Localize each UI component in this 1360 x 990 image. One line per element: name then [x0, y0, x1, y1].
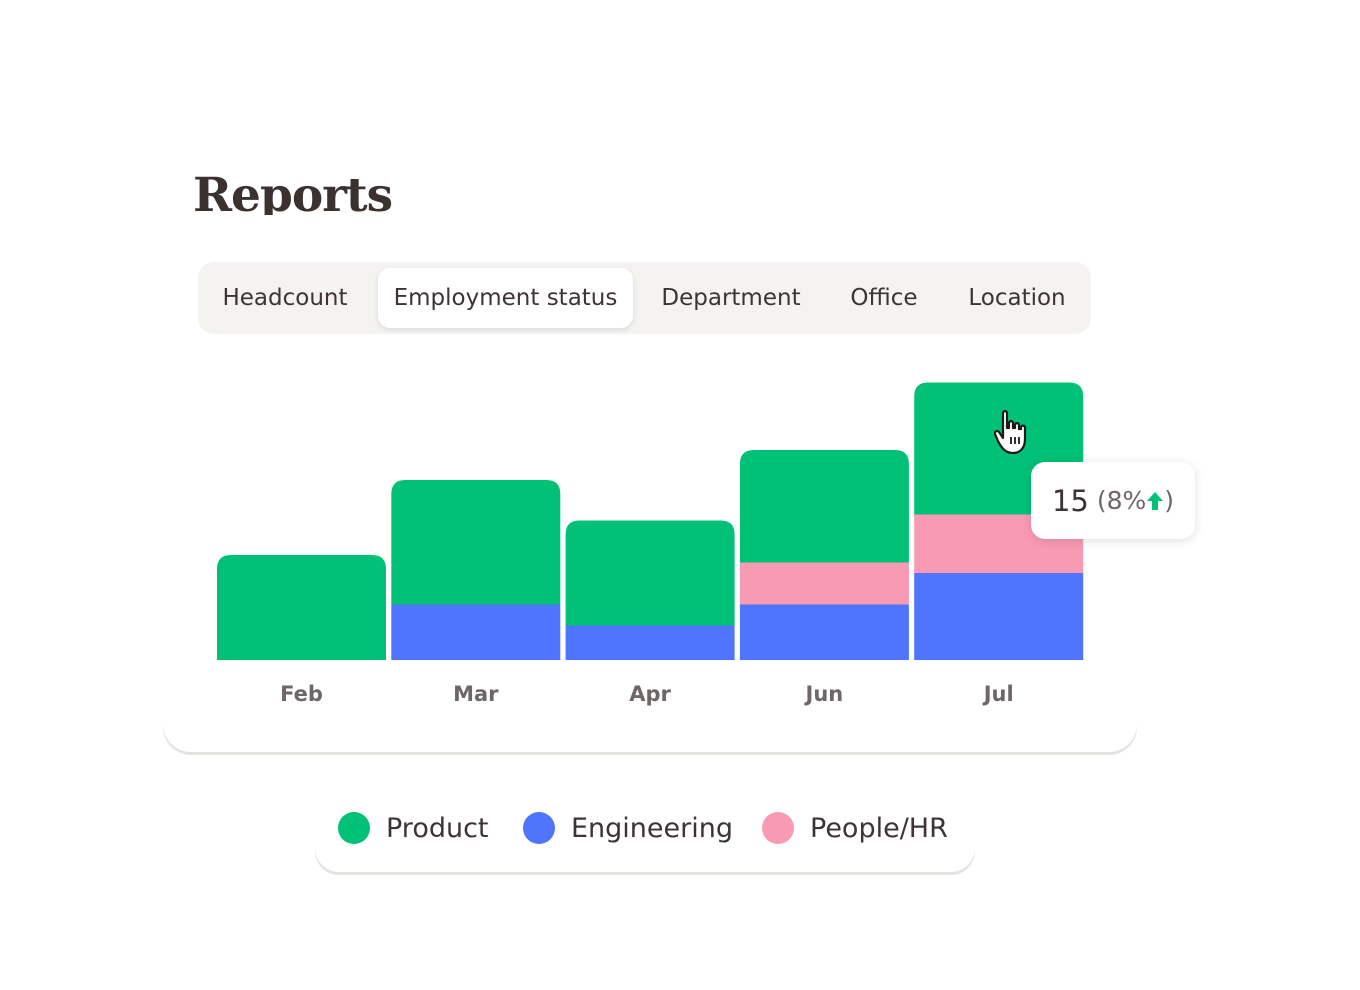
bar-segment-people-hr-jun[interactable]	[739, 562, 909, 605]
legend-label: Product	[386, 812, 489, 844]
bar-segment-product-jun[interactable]	[739, 450, 909, 563]
bar-segment-engineering-apr[interactable]	[565, 625, 735, 661]
x-tick-label-mar: Mar	[453, 682, 499, 706]
tab-location[interactable]: Location	[968, 285, 1066, 311]
bar-segment-engineering-jun[interactable]	[739, 604, 909, 661]
engineering-dot	[523, 812, 555, 844]
bar-segment-engineering-jul[interactable]	[914, 573, 1084, 660]
hand-pointer-icon	[994, 410, 1027, 455]
bar-segment-product-apr[interactable]	[565, 520, 735, 626]
x-tick-label-apr: Apr	[629, 682, 671, 706]
arrow-up-icon	[1147, 492, 1164, 510]
bar-segment-product-feb[interactable]	[217, 555, 386, 660]
tab-headcount[interactable]: Headcount	[222, 285, 348, 311]
x-tick-label-jun: Jun	[804, 682, 844, 706]
legend-label: People/HR	[810, 812, 948, 844]
tooltip-value: 15	[1051, 483, 1089, 518]
legend-item-engineering: Engineering	[523, 810, 733, 846]
tab-office[interactable]: Office	[850, 285, 918, 311]
report-tabs: Headcount Employment status Department O…	[198, 262, 1091, 334]
legend-item-product: Product	[338, 810, 489, 846]
page-title: Reports	[193, 168, 393, 223]
tab-employment-status[interactable]: Employment status	[378, 268, 633, 328]
legend-item-people-hr: People/HR	[762, 810, 948, 846]
chart-legend: Product Engineering People/HR	[315, 770, 975, 872]
legend-label: Engineering	[571, 812, 733, 844]
people-hr-dot	[762, 812, 794, 844]
x-tick-label-feb: Feb	[280, 682, 323, 706]
bar-tooltip: 15 (8%)	[1031, 462, 1195, 539]
tab-department[interactable]: Department	[661, 285, 801, 311]
bar-segment-engineering-mar[interactable]	[391, 604, 561, 661]
bar-segment-product-mar[interactable]	[391, 480, 561, 605]
x-tick-label-jul: Jul	[982, 682, 1014, 706]
tooltip-percent: (8%)	[1096, 486, 1175, 515]
product-dot	[338, 812, 370, 844]
